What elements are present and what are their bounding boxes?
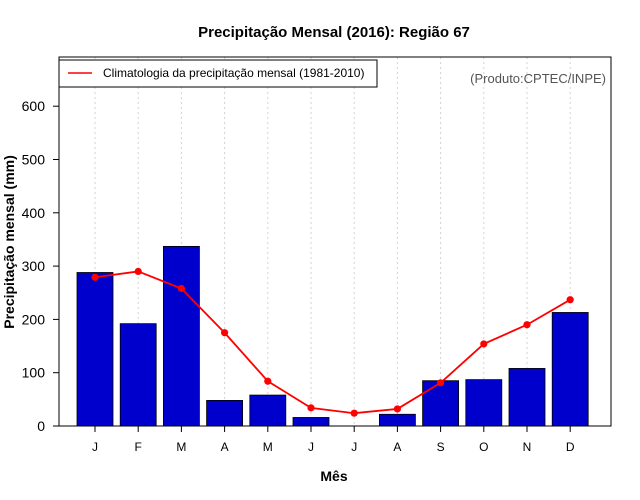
plot-frame — [58, 56, 612, 427]
y-tick-label: 0 — [37, 418, 45, 434]
x-tick-label: J — [92, 440, 98, 454]
x-tick-label: M — [263, 440, 273, 454]
bar — [76, 272, 114, 427]
y-tick-label: 300 — [22, 258, 46, 274]
line-point — [134, 267, 142, 276]
line-point — [566, 296, 574, 304]
x-tick-label: D — [566, 440, 575, 454]
line-point — [177, 284, 185, 293]
x-tick-label: F — [135, 440, 142, 454]
legend-box — [58, 59, 378, 88]
bar — [378, 413, 416, 427]
line-point — [91, 273, 99, 281]
bar — [422, 380, 460, 427]
y-tick-label: 200 — [22, 311, 46, 327]
series-line — [94, 270, 571, 415]
bar — [206, 400, 244, 427]
x-tick-label: J — [308, 440, 314, 454]
line-point — [393, 405, 401, 413]
y-tick-label: 500 — [22, 152, 46, 168]
bar — [292, 417, 330, 427]
line-point — [264, 377, 272, 385]
line-point — [437, 379, 445, 387]
line-point — [221, 329, 229, 337]
line-point — [523, 321, 531, 329]
x-tick-label: J — [351, 440, 357, 454]
x-tick-label: O — [479, 440, 488, 454]
y-tick-label: 100 — [22, 365, 46, 381]
bar — [249, 394, 287, 427]
climatology-line — [91, 267, 574, 417]
bar — [465, 379, 503, 427]
y-axis-label: Precipitação mensal (mm) — [1, 155, 17, 329]
legend-label: Climatologia da precipitação mensal (198… — [103, 66, 364, 80]
x-tick-label: A — [393, 440, 401, 454]
line-point — [480, 340, 488, 348]
legend: Climatologia da precipitação mensal (198… — [58, 59, 378, 88]
bar — [508, 368, 546, 427]
line-point — [350, 409, 358, 417]
bar — [119, 323, 157, 427]
bar — [162, 245, 200, 427]
x-tick-label: S — [437, 440, 445, 454]
x-tick-label: M — [176, 440, 186, 454]
line-point — [307, 404, 315, 412]
x-tick-label: A — [221, 440, 229, 454]
y-tick-label: 600 — [22, 98, 46, 114]
y-axis: 0 100 200 300 400 500 600 — [22, 98, 59, 434]
grid — [94, 57, 571, 426]
x-tick-label: N — [523, 440, 532, 454]
y-tick-label: 400 — [22, 205, 46, 221]
source-annotation: (Produto:CPTEC/INPE) — [470, 71, 606, 86]
x-axis-label: Mês — [320, 468, 347, 484]
bar — [551, 312, 589, 427]
bars — [76, 245, 589, 427]
chart-title: Precipitação Mensal (2016): Região 67 — [198, 24, 470, 41]
